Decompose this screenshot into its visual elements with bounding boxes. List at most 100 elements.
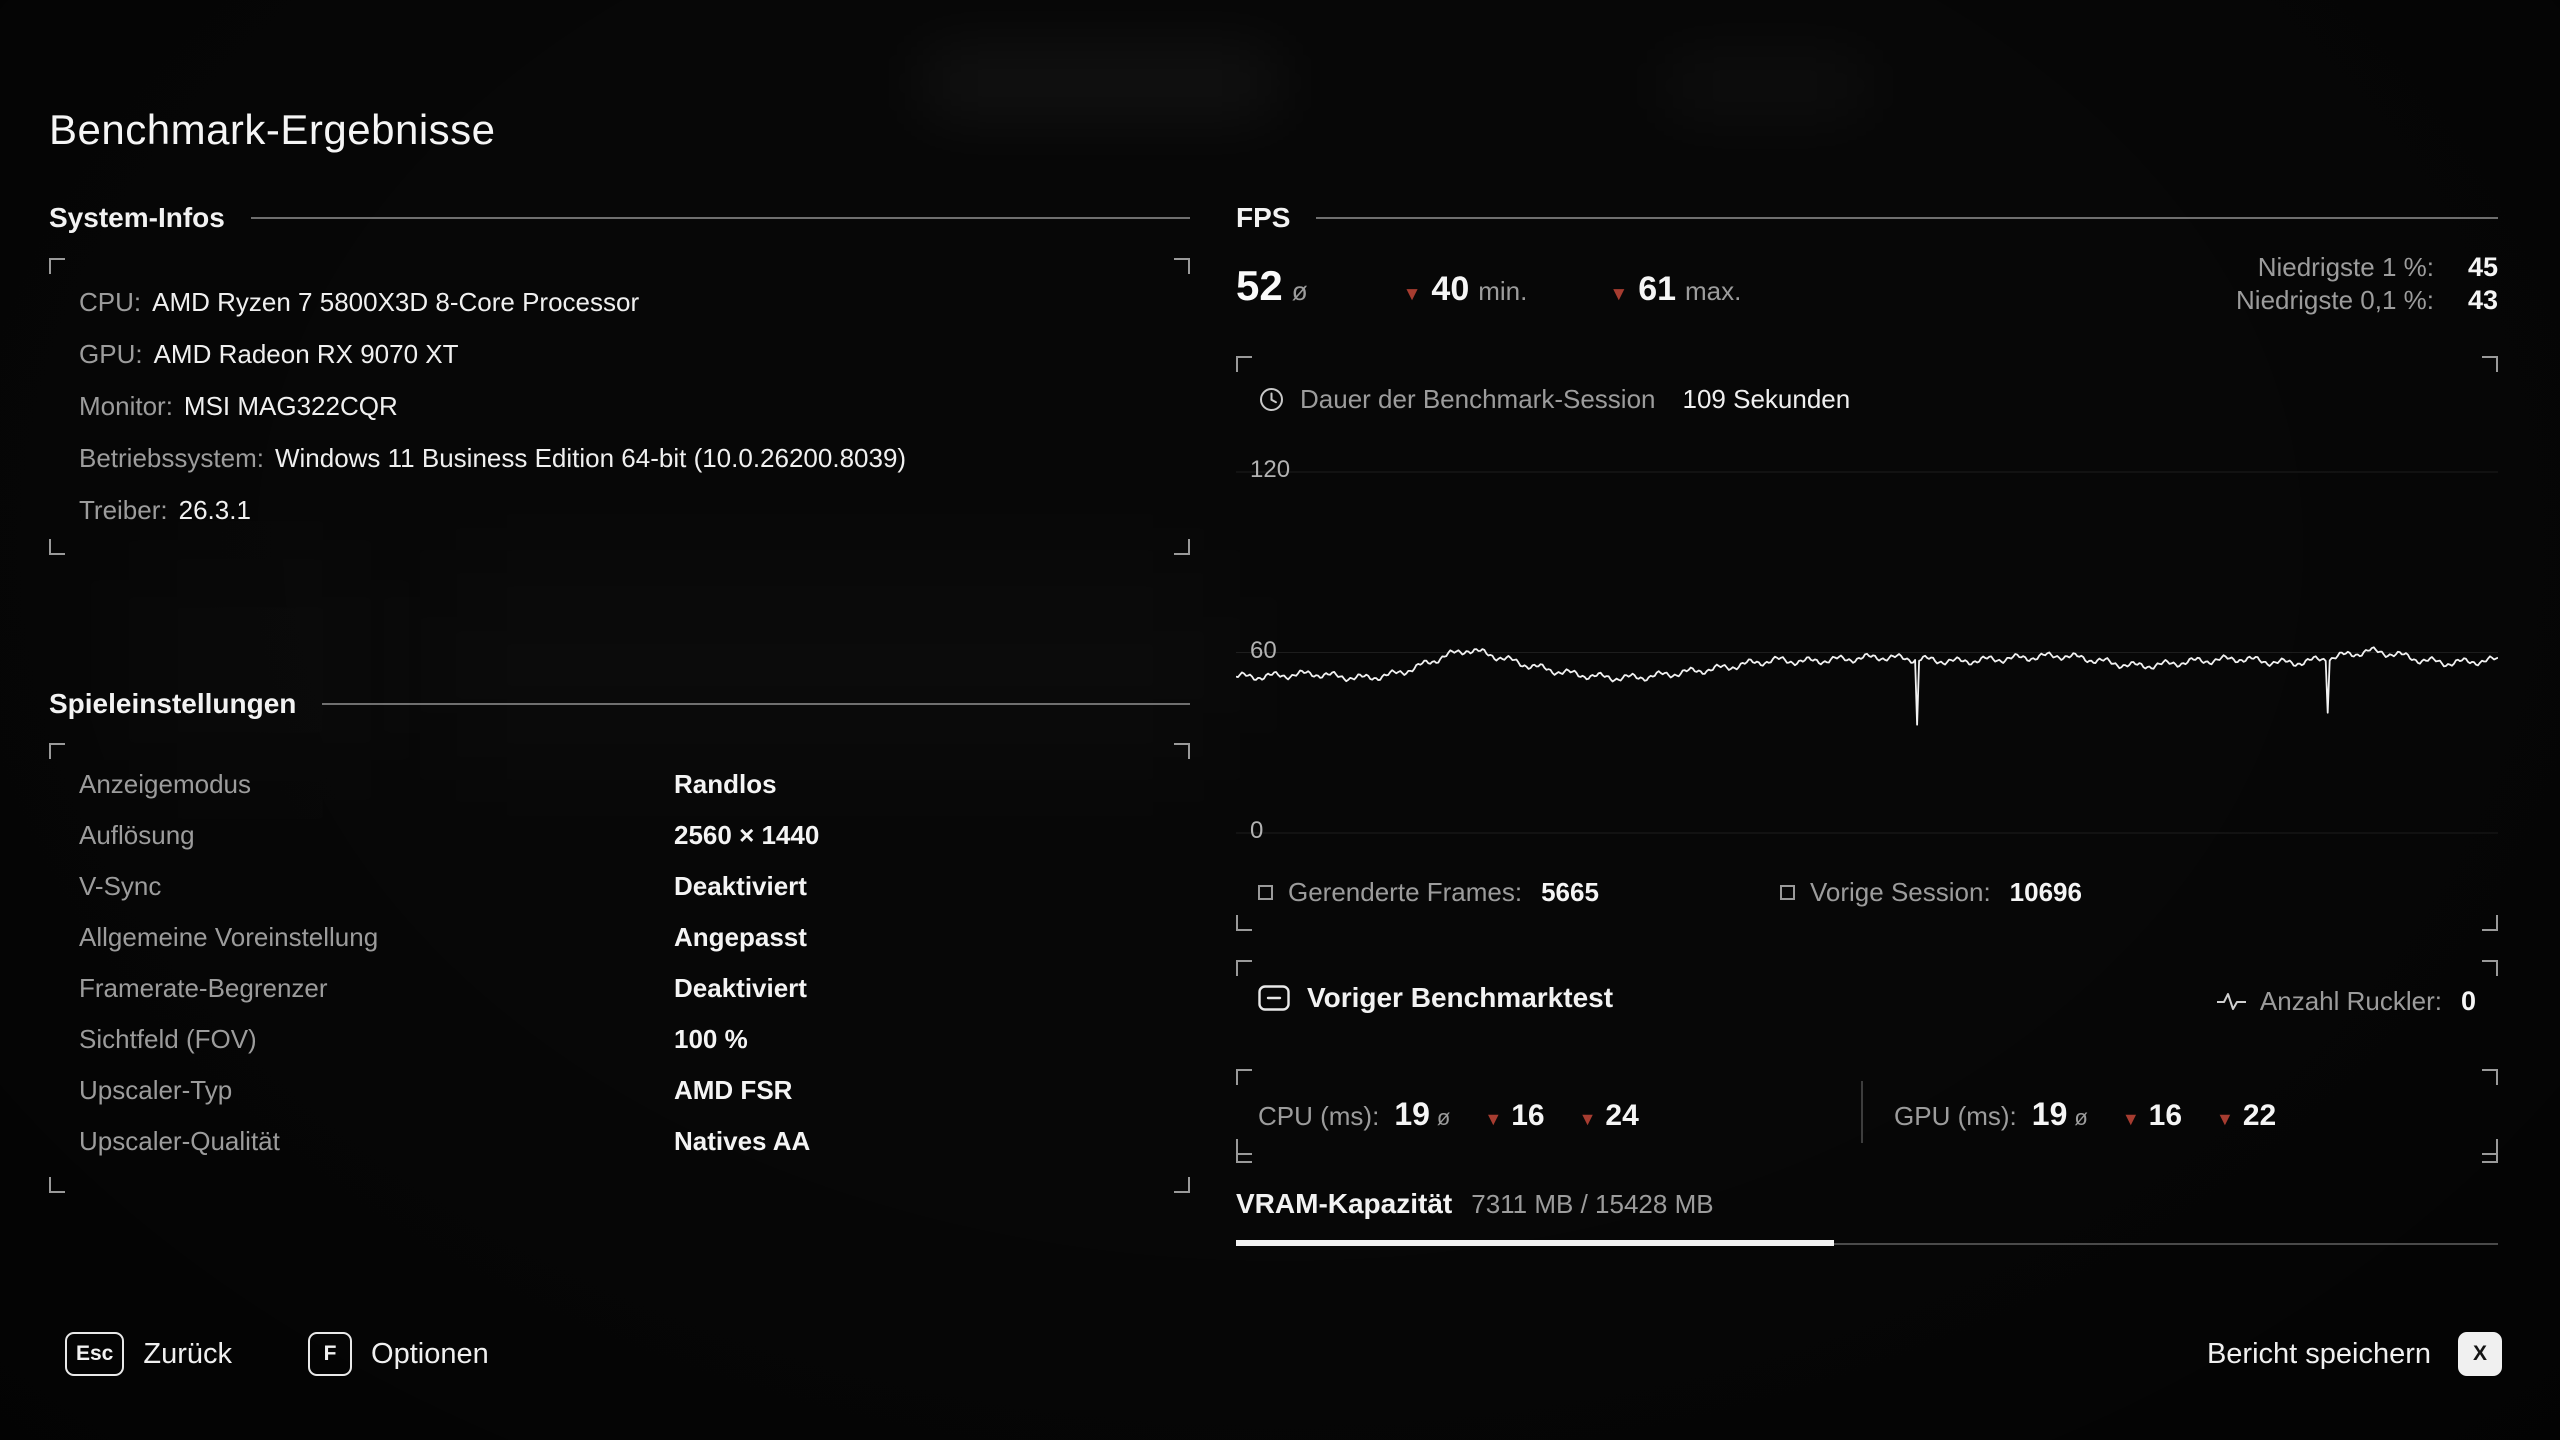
clock-icon [1260,388,1283,411]
vram-capacity-value: 7311 MB / 15428 MB [1471,1189,1714,1219]
setting-label: Upscaler-Qualität [79,1126,280,1156]
options-button[interactable]: F Optionen [308,1332,489,1376]
save-report-button[interactable]: Bericht speichern X [2207,1332,2502,1376]
setting-label: Upscaler-Typ [79,1075,233,1105]
rendered-frames-label: Gerenderte Frames: [1288,877,1523,907]
current-session-legend-icon [1258,885,1273,900]
game-settings-header: Spieleinstellungen [49,686,1190,722]
previous-session-value: 10696 [2009,877,2082,907]
system-info-label: GPU: [79,338,143,369]
fps-header: FPS [1236,200,2498,236]
gpu-frametime-avg: 19 [2031,1096,2068,1132]
system-info-value: AMD Ryzen 7 5800X3D 8-Core Processor [152,286,640,317]
setting-label: Framerate-Begrenzer [79,973,328,1003]
system-info-row: Treiber: 26.3.1 [79,484,1190,536]
esc-keycap: Esc [65,1332,125,1376]
low-1-percent-label: Niedrigste 1 %: [2257,252,2434,282]
system-info-value: AMD Radeon RX 9070 XT [153,338,459,369]
triangle-down-icon: ▼ [1578,1109,1597,1129]
system-info-label: Treiber: [79,494,168,525]
cpu-frametime-avg: 19 [1394,1096,1430,1132]
gpu-frametime-label: GPU (ms): [1894,1101,2017,1131]
setting-value: 100 % [674,1024,748,1054]
setting-row: V-Sync Deaktiviert [49,861,1190,912]
header-rule [1316,217,2498,219]
average-symbol: ø [2074,1105,2088,1130]
fps-min-label: min. [1478,276,1528,306]
setting-row: Upscaler-Qualität Natives AA [49,1116,1190,1167]
stutter-count-label: Anzahl Ruckler: [2259,986,2442,1016]
f-keycap: F [308,1332,353,1376]
setting-row: Anzeigemodus Randlos [49,759,1190,810]
gpu-frametime-group: GPU (ms): 19 ø ▼ 16 ▼ 22 [1894,1069,2276,1155]
previous-session-legend-icon [1780,885,1795,900]
setting-value: Deaktiviert [674,973,807,1003]
previous-benchmark-panel: Voriger Benchmarktest Anzahl Ruckler: 0 … [1236,960,2498,1163]
system-info-value: 26.3.1 [178,494,251,525]
setting-value: Randlos [674,769,777,799]
fps-title: FPS [1236,202,1291,233]
low-1-percent-value: 45 [2467,252,2498,282]
fps-max-group: ▼ 61 max. [1609,270,1741,309]
game-settings-panel: Anzeigemodus Randlos Auflösung 2560 × 14… [49,743,1190,1193]
fps-chart-line [1236,646,2498,726]
save-report-label: Bericht speichern [2206,1337,2431,1370]
setting-row: Allgemeine Voreinstellung Angepasst [49,912,1190,963]
system-info-row: GPU: AMD Radeon RX 9070 XT [79,328,1190,380]
fps-min-value: 40 [1431,270,1470,308]
rendered-frames-value: 5665 [1541,877,1599,907]
setting-label: V-Sync [79,871,162,901]
setting-label: Allgemeine Voreinstellung [79,922,379,952]
previous-benchmark-title: Voriger Benchmarktest [1307,982,1614,1013]
metrics-divider [1861,1081,1863,1143]
rendered-frames-group: Gerenderte Frames: 5665 [1258,877,1599,908]
system-info-value: Windows 11 Business Edition 64-bit (10.0… [274,442,907,473]
setting-label: Sichtfeld (FOV) [79,1024,257,1054]
gpu-frametime-max: 22 [2242,1099,2277,1132]
vram-bar-track [1236,1243,2498,1245]
vram-capacity-row: VRAM-Kapazität 7311 MB / 15428 MB [1236,1188,1714,1220]
setting-value: 2560 × 1440 [674,820,820,850]
cpu-frametime-min: 16 [1511,1099,1545,1132]
system-info-label: CPU: [79,286,142,317]
setting-value: AMD FSR [674,1075,793,1105]
low-01-percent-row: Niedrigste 0,1 %: 43 [2236,285,2498,318]
low-01-percent-label: Niedrigste 0,1 %: [2236,285,2434,315]
fps-average-value: 52 [1236,262,1283,309]
system-info-label: Monitor: [79,390,173,421]
cpu-frametime-label: CPU (ms): [1258,1101,1380,1131]
setting-value: Natives AA [674,1126,811,1156]
setting-value: Deaktiviert [674,871,807,901]
back-label: Zurück [143,1337,233,1370]
triangle-down-icon: ▼ [1402,284,1422,305]
session-duration-row: Dauer der Benchmark-Session 109 Sekunden [1258,384,1850,415]
benchmark-window-icon [1258,985,1290,1011]
low-1-percent-row: Niedrigste 1 %: 45 [2236,252,2498,285]
session-duration-value: 109 Sekunden [1682,384,1851,414]
setting-label: Anzeigemodus [79,769,251,799]
game-settings-title: Spieleinstellungen [49,688,297,719]
fps-min-group: ▼ 40 min. [1403,270,1528,309]
page-title: Benchmark-Ergebnisse [49,106,496,153]
fps-stats-row: 52 ø ▼ 40 min. ▼ 61 max. [1236,262,1741,310]
fps-chart [1236,471,2498,834]
average-symbol: ø [1436,1105,1451,1130]
system-info-row: CPU: AMD Ryzen 7 5800X3D 8-Core Processo… [79,276,1190,328]
setting-row: Sichtfeld (FOV) 100 % [49,1014,1190,1065]
vram-bar-fill [1236,1240,1835,1246]
header-rule [322,703,1190,705]
previous-benchmark-header: Voriger Benchmarktest [1258,982,1613,1014]
back-button[interactable]: Esc Zurück [65,1332,232,1376]
session-duration-label: Dauer der Benchmark-Session [1300,384,1656,414]
system-info-value: MSI MAG322CQR [183,390,398,421]
y-axis-tick-60: 60 [1250,637,1277,664]
system-info-title: System-Infos [49,202,225,233]
x-keycap: X [2458,1332,2502,1376]
system-info-row: Monitor: MSI MAG322CQR [79,380,1190,432]
fps-max-label: max. [1685,276,1742,306]
vram-capacity-label: VRAM-Kapazität [1236,1188,1453,1219]
frametime-metrics-frame: CPU (ms): 19 ø ▼ 16 ▼ 24 GPU (ms): 19 ø … [1236,1069,2498,1155]
system-info-row: Betriebssystem: Windows 11 Business Edit… [79,432,1190,484]
y-axis-tick-0: 0 [1250,817,1264,844]
